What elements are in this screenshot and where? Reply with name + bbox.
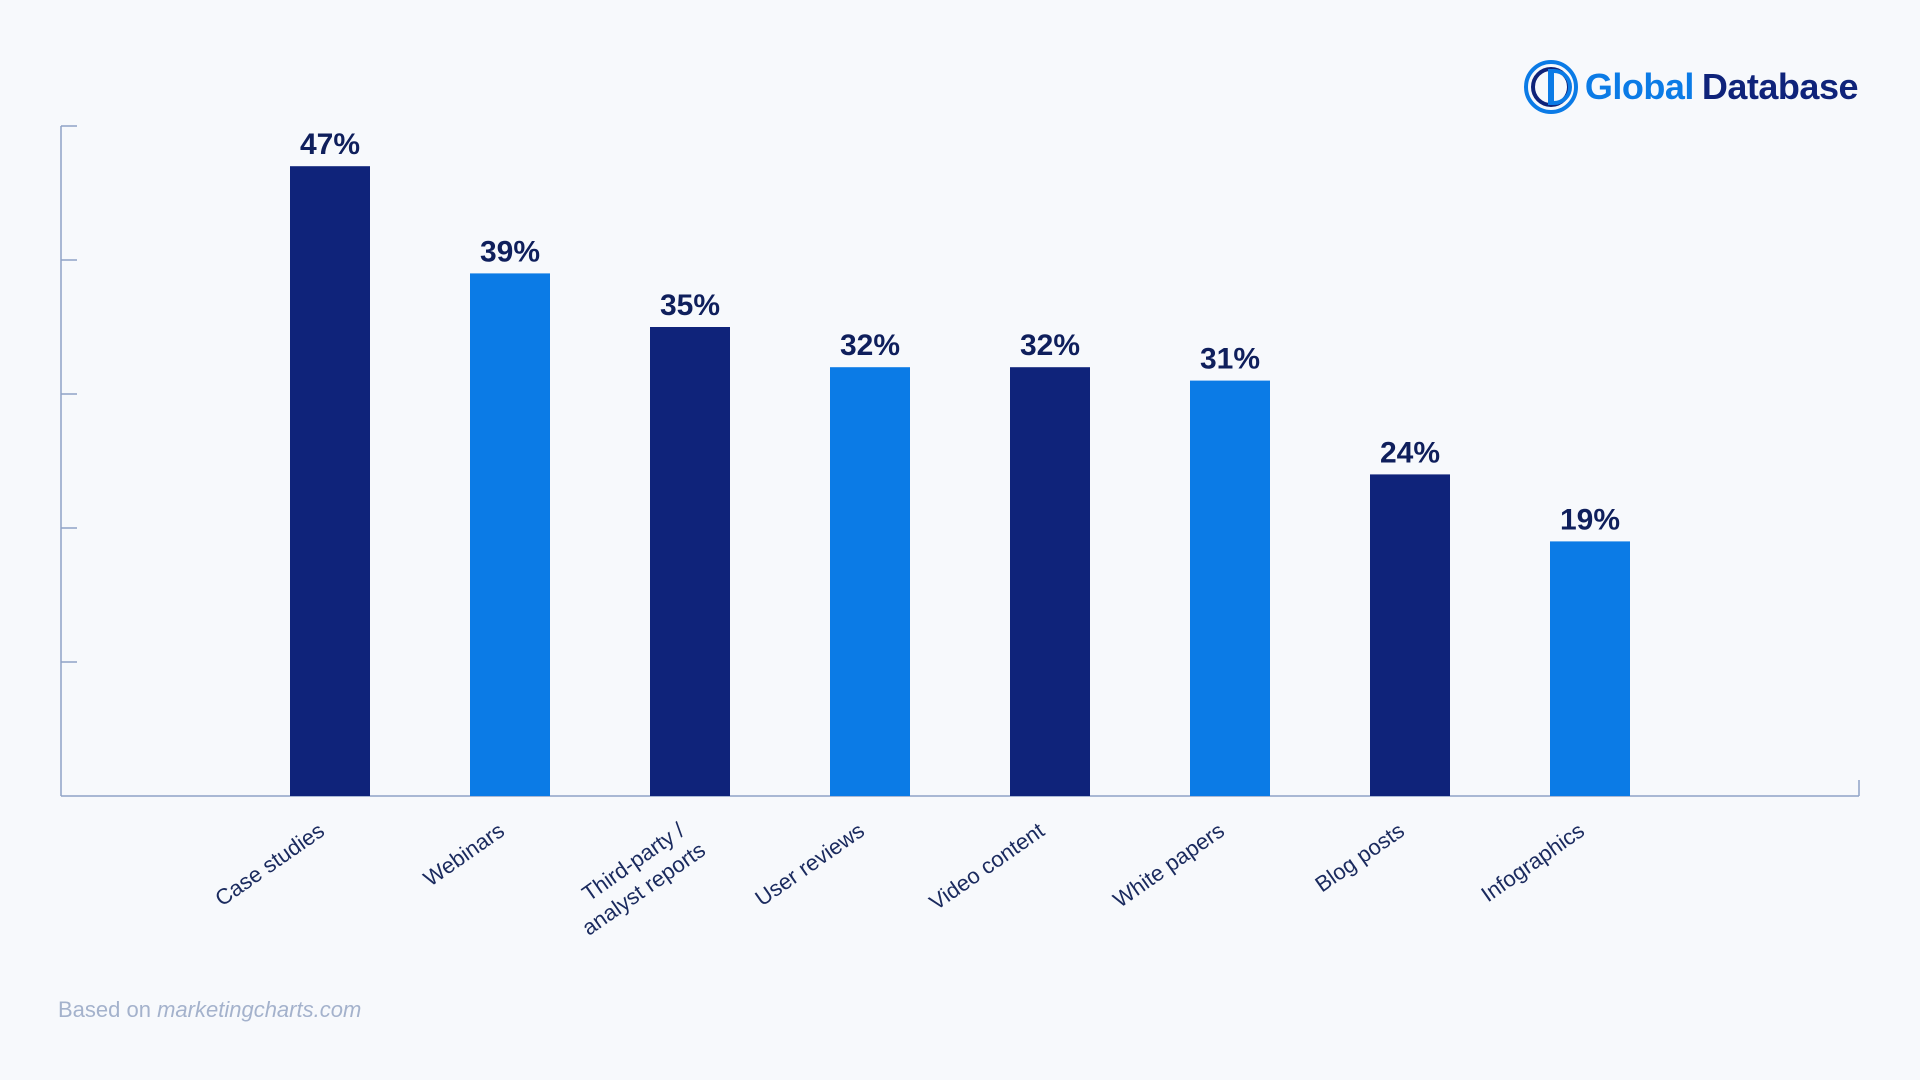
global-database-logo-icon (1523, 60, 1578, 114)
bar (470, 273, 550, 796)
bar (1550, 541, 1630, 796)
x-tick-label: Case studies (210, 818, 329, 911)
x-tick-label: Infographics (1476, 818, 1589, 907)
logo: Global Database (1523, 57, 1859, 117)
source-prefix: Based on (58, 997, 151, 1022)
x-tick-label-line: Infographics (1476, 818, 1589, 907)
data-label: 39% (480, 235, 540, 268)
data-label: 32% (1020, 329, 1080, 362)
x-tick-label-line: Blog posts (1310, 818, 1408, 897)
bar (830, 367, 910, 796)
bar (1370, 474, 1450, 796)
logo-word-global: Global (1584, 66, 1695, 107)
bar (1190, 380, 1270, 796)
data-label: 24% (1380, 436, 1440, 469)
bar (650, 327, 730, 796)
data-label: 31% (1200, 343, 1260, 376)
x-tick-label-line: Case studies (210, 818, 329, 911)
x-tick-label-line: White papers (1108, 818, 1229, 913)
x-tick-label: Video content (925, 818, 1049, 915)
x-tick-label: White papers (1108, 818, 1229, 913)
bar (1010, 367, 1090, 796)
bar (290, 166, 370, 796)
x-tick-label-line: Video content (925, 818, 1049, 915)
x-tick-label: User reviews (750, 818, 868, 911)
x-tick-label-line: User reviews (750, 818, 868, 911)
x-tick-label-line: Webinars (419, 818, 509, 892)
x-tick-label: Third-party /analyst reports (577, 817, 710, 940)
data-label: 32% (840, 329, 900, 362)
x-tick-label: Webinars (419, 818, 509, 892)
source-note: Based on marketingcharts.com (58, 997, 361, 1023)
data-label: 47% (300, 128, 360, 161)
data-label: 19% (1560, 503, 1620, 536)
x-tick-label: Blog posts (1310, 818, 1408, 897)
data-label: 35% (660, 289, 720, 322)
source-site: marketingcharts.com (157, 997, 362, 1022)
logo-word-database: Database (1701, 66, 1859, 107)
